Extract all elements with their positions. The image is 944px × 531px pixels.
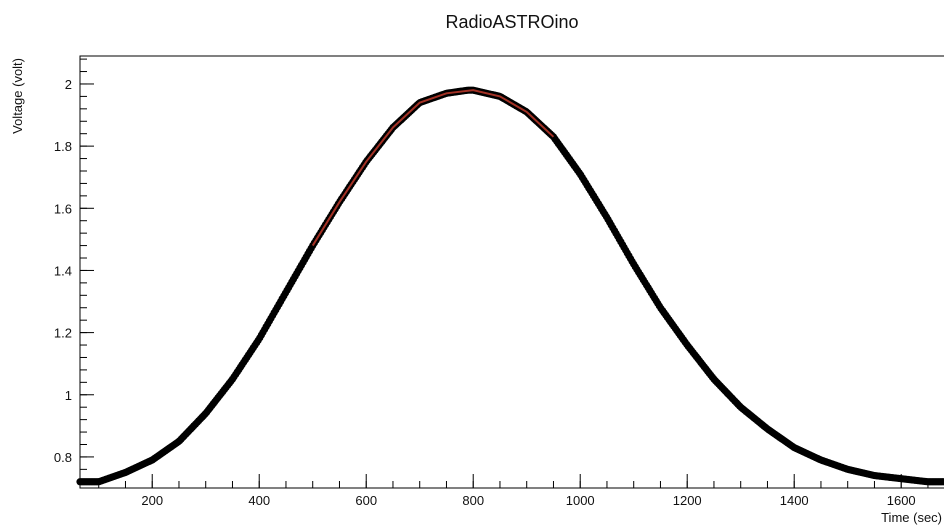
y-tick-label: 1.4 (54, 263, 72, 278)
y-axis-label: Voltage (volt) (10, 58, 25, 134)
x-tick-label: 400 (248, 493, 270, 508)
x-tick-label: 1000 (566, 493, 595, 508)
axis-ticks: 0.8 1 1.2 1.4 1.6 1.8 2 200 400 600 800 1000 1200 140… (54, 58, 929, 508)
series-1 (311, 89, 555, 247)
chart-title: RadioASTROino (445, 12, 578, 32)
y-tick-label: 1.2 (54, 326, 72, 341)
plot-border (79, 55, 944, 489)
x-tick-label: 600 (355, 493, 377, 508)
x-tick-label: 200 (141, 493, 163, 508)
data-series-layer (76, 86, 944, 486)
y-tick-label: 1 (65, 388, 72, 403)
x-axis-label: Time (sec) (881, 510, 942, 525)
y-tick-label: 0.8 (54, 450, 72, 465)
y-tick-label: 2 (65, 77, 72, 92)
data-point (939, 478, 944, 486)
series-0 (76, 86, 944, 486)
x-tick-label: 1200 (673, 493, 702, 508)
y-tick-label: 1.6 (54, 201, 72, 216)
x-tick-label: 1400 (780, 493, 809, 508)
y-tick-label: 1.8 (54, 139, 72, 154)
plot-frame (79, 55, 944, 489)
series-line (311, 89, 555, 247)
x-tick-label: 800 (462, 493, 484, 508)
x-tick-label: 1600 (887, 493, 916, 508)
